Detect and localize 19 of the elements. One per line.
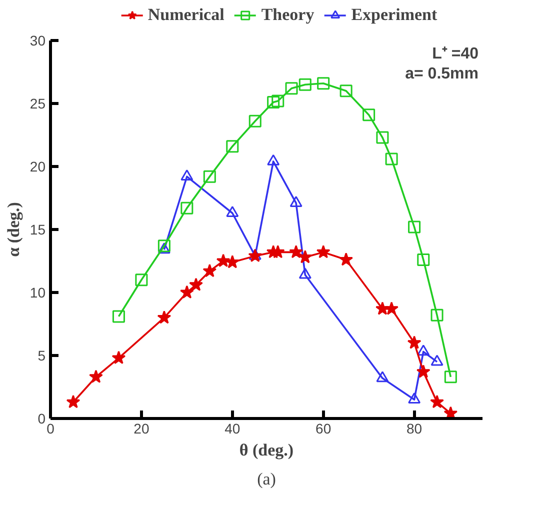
y-tick-label: 20: [30, 158, 46, 174]
x-tick-label: 80: [406, 420, 422, 436]
x-tick-label: 20: [134, 420, 150, 436]
x-axis-title: θ (deg.): [239, 440, 294, 460]
y-tick-label: 0: [38, 410, 46, 426]
y-tick-label: 5: [38, 348, 46, 364]
x-tick-label: 60: [316, 420, 332, 436]
annotation: L⁺ =40: [432, 46, 479, 62]
legend-label: Numerical: [148, 5, 224, 25]
y-axis-title: α (deg.): [4, 202, 23, 257]
y-tick-label: 10: [30, 284, 46, 300]
y-tick-label: 25: [30, 96, 46, 112]
legend-label: Theory: [261, 5, 314, 25]
y-tick-label: 15: [30, 222, 46, 238]
annotation: a= 0.5mm: [405, 66, 479, 82]
x-tick-label: 40: [224, 420, 240, 436]
legend-label: Experiment: [351, 5, 438, 25]
text: (a): [257, 470, 276, 488]
y-tick-label: 30: [30, 32, 46, 48]
